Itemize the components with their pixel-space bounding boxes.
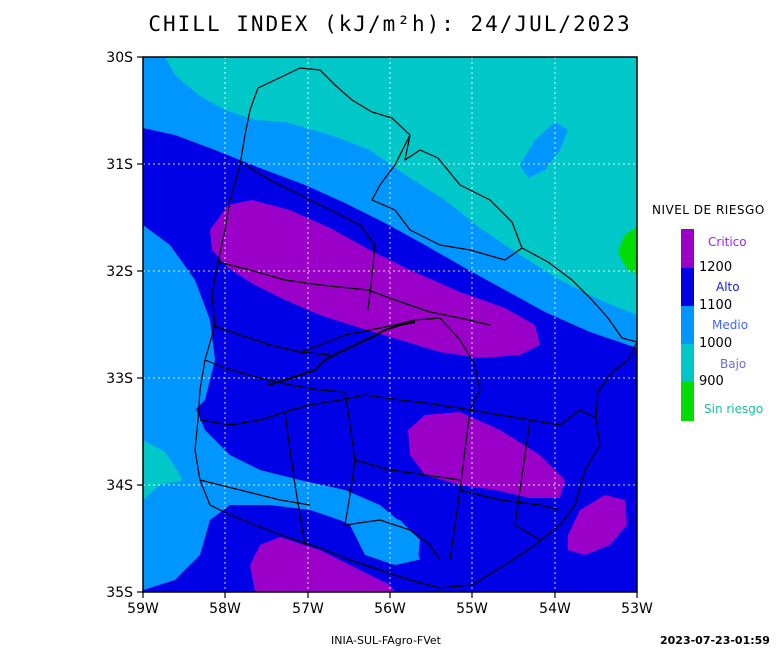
legend-threshold-1100: 1100 [699, 298, 733, 313]
lat-label: 34S [106, 478, 133, 494]
zone-critico-central [210, 200, 540, 358]
rio-negro [267, 321, 416, 386]
lat-labels: 30S 31S 32S 33S 34S 35S [106, 50, 133, 601]
legend-threshold-1200: 1200 [699, 260, 733, 275]
lon-label: 58W [209, 601, 241, 617]
legend-label-bajo: Bajo [720, 357, 747, 371]
legend-label-medio: Medio [712, 318, 749, 332]
map-title: CHILL INDEX (kJ/m²h): 24/JUL/2023 [148, 12, 632, 36]
lon-label: 55W [456, 601, 488, 617]
boundaries [194, 67, 638, 589]
legend-label-alto: Alto [716, 280, 740, 294]
lat-label: 32S [106, 264, 133, 280]
axis-ticks [137, 56, 638, 598]
zone-critico-east [408, 412, 565, 498]
zone-medio-northeast-spot [520, 122, 568, 178]
zone-medio-south-left [143, 480, 205, 540]
country-outline [194, 67, 638, 589]
zone-medio-west [143, 225, 215, 420]
legend-title: NIVEL DE RIESGO [652, 203, 765, 217]
lon-label: 59W [127, 601, 159, 617]
zone-medio-north [143, 57, 637, 345]
lon-label: 54W [539, 601, 571, 617]
lon-labels: 59W 58W 57W 56W 55W 54W 53W [127, 601, 653, 617]
lat-label: 30S [106, 50, 133, 66]
zone-critico-south [250, 537, 395, 592]
timestamp: 2023-07-23-01:59 [660, 634, 770, 647]
legend-swatch-sin-riesgo [681, 382, 694, 421]
legend-swatch-bajo [681, 344, 694, 382]
lat-label: 33S [106, 371, 133, 387]
graticule [143, 57, 637, 592]
credit-text: INIA-SUL-FAgro-FVet [331, 634, 441, 647]
legend-threshold-900: 900 [699, 374, 724, 389]
lon-label: 57W [292, 601, 324, 617]
legend-swatch-medio [681, 306, 694, 344]
legend-label-critico: Critico [708, 235, 747, 249]
legend-swatch-critico [681, 229, 694, 268]
lon-label: 53W [621, 601, 653, 617]
zone-critico-southeast [568, 495, 627, 555]
legend-label-sin-riesgo: Sin riesgo [704, 402, 764, 416]
lat-label: 35S [106, 585, 133, 601]
legend-swatch-alto [681, 268, 694, 306]
risk-field [143, 57, 637, 592]
legend-threshold-1000: 1000 [699, 336, 733, 351]
lat-label: 31S [106, 157, 133, 173]
zone-sin-riesgo [618, 226, 637, 274]
lon-label: 56W [374, 601, 406, 617]
